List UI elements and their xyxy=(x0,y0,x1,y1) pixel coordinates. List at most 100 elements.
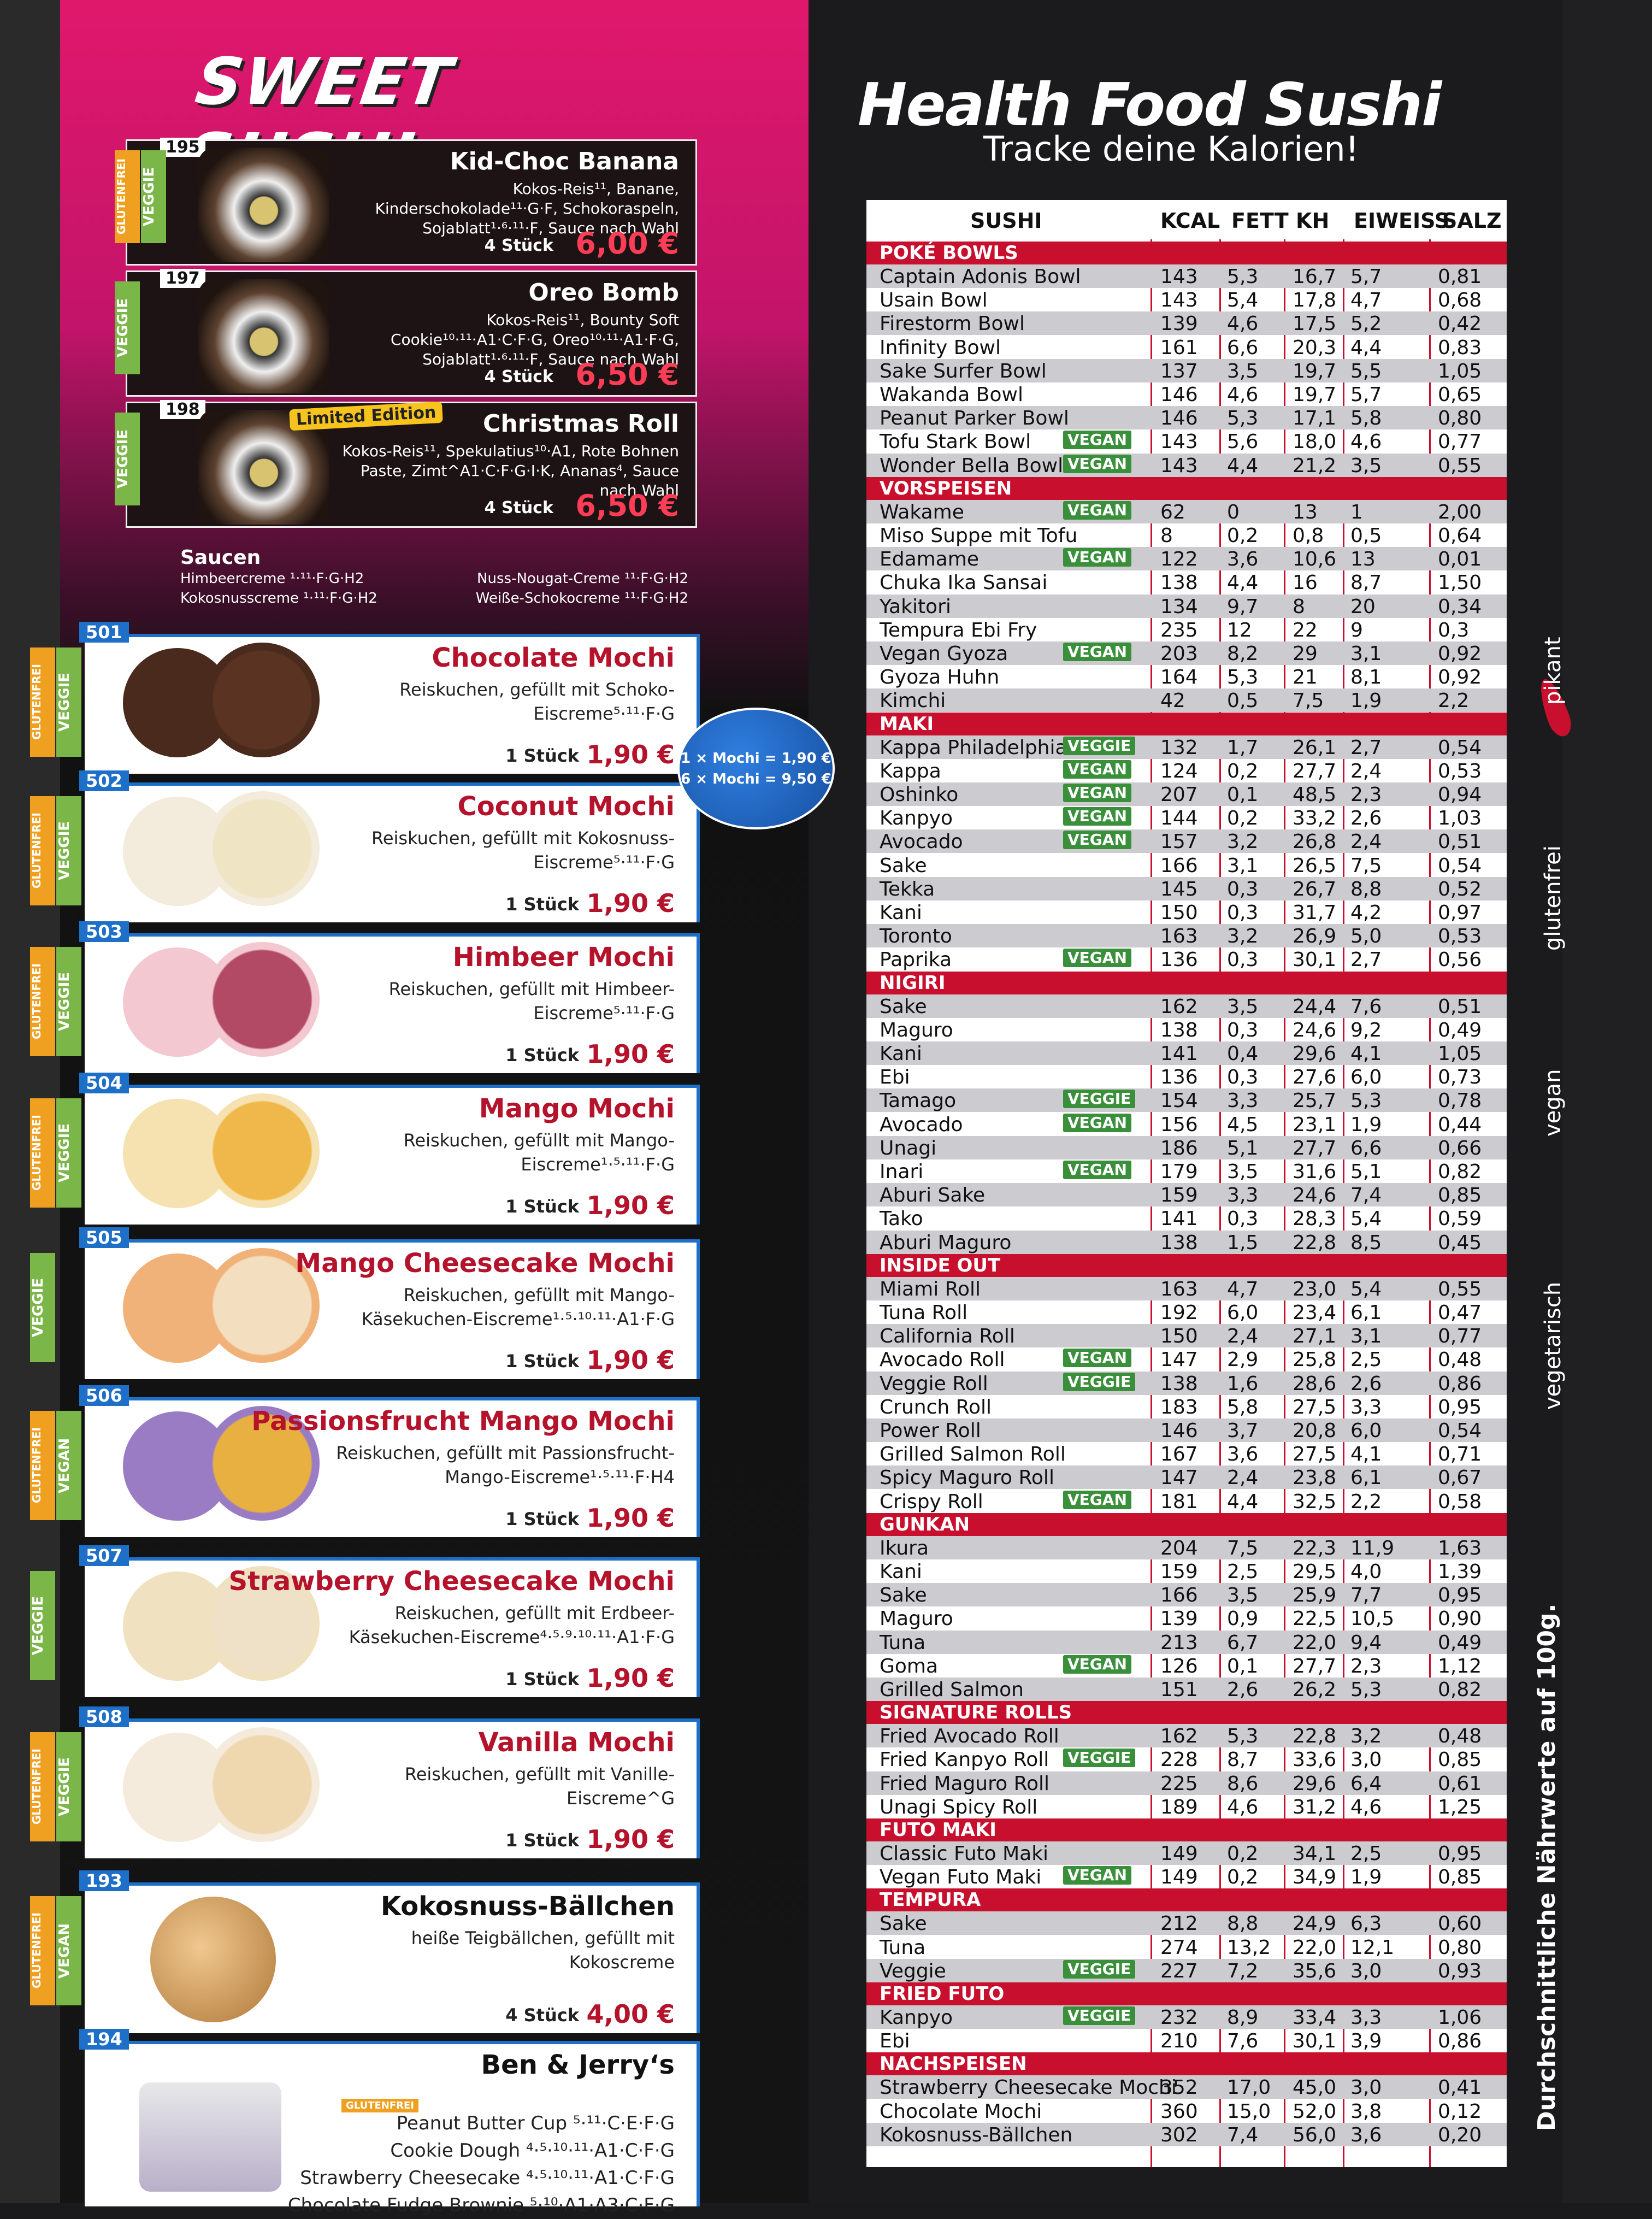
kh-value: 25,8 xyxy=(1293,1349,1337,1372)
table-row: Tekka 145 0,3 26,7 8,8 0,52 xyxy=(866,876,1507,900)
table-row: Kokosnuss-Bällchen 302 7,4 56,0 3,6 0,20 xyxy=(866,2122,1507,2146)
table-row: Kappa Philadelphia VEGGIE 132 1,7 26,1 2,7 0,5… xyxy=(866,735,1507,759)
diet-tag: VEGAN xyxy=(1063,454,1131,473)
kh-value: 27,5 xyxy=(1293,1443,1337,1466)
dish-name: Avocado xyxy=(880,1113,963,1136)
mochi-card: 502 Coconut Mochi Reiskuchen, gefüllt mit … xyxy=(79,770,700,922)
table-row: Captain Adonis Bowl 143 5,3 16,7 5,7 0,81 xyxy=(866,264,1507,288)
fett-value: 0,2 xyxy=(1227,525,1259,547)
table-row: Vegan Futo Maki VEGAN 149 0,2 34,9 1,9 0,85 xyxy=(866,1865,1507,1888)
eiweiss-value: 3,0 xyxy=(1350,1959,1382,1982)
kcal-value: 159 xyxy=(1160,1184,1198,1207)
item-description: Reiskuchen, gefüllt mit Himbeer-Eiscreme… xyxy=(388,979,675,1023)
kh-value: 23,8 xyxy=(1293,1467,1337,1490)
fett-value: 0,9 xyxy=(1227,1608,1259,1631)
dish-name: Veggie xyxy=(880,1959,946,1982)
kcal-value: 162 xyxy=(1160,995,1198,1018)
table-row: Paprika VEGAN 136 0,3 30,1 2,7 0,56 xyxy=(866,947,1507,971)
kh-value: 22,0 xyxy=(1293,1631,1337,1654)
table-row: Fried Kanpyo Roll VEGGIE 228 8,7 33,6 3,0 0,85 xyxy=(866,1747,1507,1771)
kcal-value: 138 xyxy=(1160,1372,1198,1395)
kcal-value: 143 xyxy=(1160,454,1198,477)
kh-value: 25,7 xyxy=(1293,1090,1337,1113)
table-row: Miso Suppe mit Tofu 8 0,2 0,8 0,5 0,64 xyxy=(866,523,1507,547)
dish-name: Edamame xyxy=(880,548,980,571)
eiweiss-value: 6,0 xyxy=(1350,1420,1382,1442)
fett-value: 9,7 xyxy=(1227,595,1259,618)
kcal-value: 227 xyxy=(1160,1959,1198,1982)
salz-value: 0,80 xyxy=(1438,1936,1482,1959)
kcal-value: 137 xyxy=(1160,360,1198,382)
salz-value: 0,64 xyxy=(1438,525,1482,547)
diet-tag: VEGAN xyxy=(1063,501,1131,520)
fett-value: 5,3 xyxy=(1227,1725,1259,1748)
eiweiss-value: 4,1 xyxy=(1350,1443,1382,1466)
dish-name: Sake Surfer Bowl xyxy=(880,360,1047,382)
salz-value: 0,90 xyxy=(1438,1608,1482,1631)
fett-value: 8,8 xyxy=(1227,1912,1259,1935)
table-row: Ikura 204 7,5 22,3 11,9 1,63 xyxy=(866,1535,1507,1559)
diet-tag: VEGGIE xyxy=(1063,1372,1136,1391)
mochi-cut-image xyxy=(205,791,320,906)
fett-value: 4,7 xyxy=(1227,1278,1259,1300)
kcal-value: 136 xyxy=(1160,1066,1198,1089)
diet-tag: VEGGIE xyxy=(1063,1749,1136,1768)
item-name: Himbeer Mochi xyxy=(452,942,675,973)
sauce-item: Kokosnusscreme ¹·¹¹·F·G·H2 xyxy=(180,590,377,607)
salz-value: 0,58 xyxy=(1438,1490,1482,1513)
salz-value: 0,77 xyxy=(1438,1325,1482,1348)
eiweiss-value: 5,4 xyxy=(1350,1278,1382,1300)
diet-tag: VEGAN xyxy=(1063,1349,1131,1368)
salz-value: 0,01 xyxy=(1438,548,1482,571)
table-row: Avocado Roll VEGAN 147 2,9 25,8 2,5 0,48 xyxy=(866,1347,1507,1371)
kcal-value: 212 xyxy=(1160,1912,1198,1935)
kcal-value: 163 xyxy=(1160,925,1198,948)
header-kh: KH xyxy=(1296,209,1330,233)
dish-name: Kanpyo xyxy=(880,807,953,830)
dish-name: Avocado xyxy=(880,831,963,854)
item-name: Kid-Choc Banana xyxy=(450,148,679,175)
item-price: 1,90 € xyxy=(586,1191,675,1220)
item-number: 198 xyxy=(160,400,205,419)
eiweiss-value: 3,5 xyxy=(1350,454,1382,477)
eiweiss-value: 3,6 xyxy=(1350,2123,1382,2146)
salz-value: 0,54 xyxy=(1438,854,1482,877)
table-row: Sake 162 3,5 24,4 7,6 0,51 xyxy=(866,994,1507,1018)
kcal-value: 8 xyxy=(1160,525,1173,547)
legend-strip xyxy=(1562,0,1652,2203)
dish-name: Wakanda Bowl xyxy=(880,384,1023,406)
salz-value: 1,25 xyxy=(1438,1796,1482,1818)
eiweiss-value: 3,1 xyxy=(1350,1325,1382,1348)
header-fett: FETT xyxy=(1231,209,1289,233)
dish-name: Inari xyxy=(880,1161,924,1183)
table-row: Tuna 213 6,7 22,0 9,4 0,49 xyxy=(866,1630,1507,1654)
dish-name: Infinity Bowl xyxy=(880,336,1001,359)
mochi-card: 506 Passionsfrucht Mango Mochi Reiskuchen,… xyxy=(79,1385,700,1537)
item-quantity: 1 Stück xyxy=(505,745,579,766)
table-row: Kani 159 2,5 29,5 4,0 1,39 xyxy=(866,1559,1507,1583)
fett-value: 5,3 xyxy=(1227,407,1259,430)
table-row: Power Roll 146 3,7 20,8 6,0 0,54 xyxy=(866,1418,1507,1442)
kh-value: 16,7 xyxy=(1293,266,1337,288)
item-price: 6,50 € xyxy=(575,357,679,392)
kh-value: 0,8 xyxy=(1293,525,1324,547)
kh-value: 26,1 xyxy=(1293,736,1337,759)
eiweiss-value: 6,1 xyxy=(1350,1467,1382,1490)
fett-value: 5,6 xyxy=(1227,431,1259,454)
table-row: Aburi Maguro 138 1,5 22,8 8,5 0,45 xyxy=(866,1230,1507,1254)
item-name: Vanilla Mochi xyxy=(478,1727,675,1758)
eiweiss-value: 2,5 xyxy=(1350,1843,1382,1865)
eiweiss-value: 6,4 xyxy=(1350,1772,1382,1795)
salz-value: 0,82 xyxy=(1438,1161,1482,1183)
dish-name: Gyoza Huhn xyxy=(880,666,1000,689)
salz-value: 0,65 xyxy=(1438,384,1482,406)
kh-value: 23,1 xyxy=(1293,1113,1337,1136)
kh-value: 21,2 xyxy=(1293,454,1337,477)
sauce-item: Nuss-Nougat-Creme ¹¹·F·G·H2 xyxy=(477,570,688,587)
salz-value: 0,20 xyxy=(1438,2123,1482,2146)
dish-name: Ebi xyxy=(880,1066,910,1089)
section-header: TEMPURA xyxy=(866,1888,1507,1912)
fett-value: 1,7 xyxy=(1227,736,1259,759)
eiweiss-value: 7,7 xyxy=(1350,1584,1382,1607)
dish-name: Wonder Bella Bowl xyxy=(880,454,1064,477)
